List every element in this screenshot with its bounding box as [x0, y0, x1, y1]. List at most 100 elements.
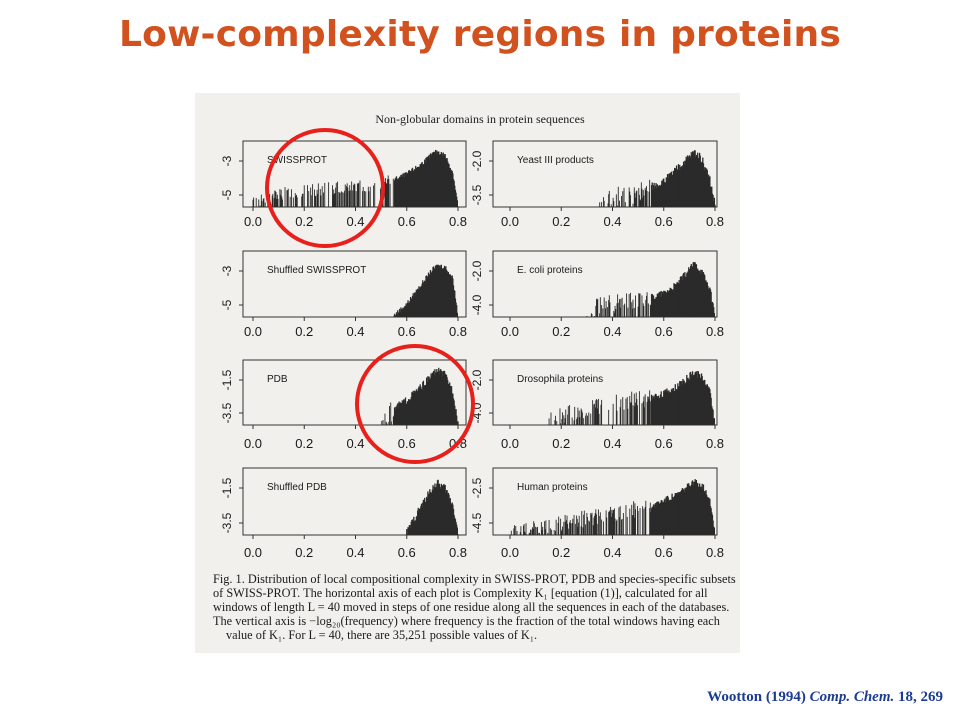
- x-tick-label: 0.6: [398, 324, 416, 339]
- panel-frame: [242, 359, 467, 426]
- panel-label: Drosophila proteins: [517, 374, 603, 385]
- y-tick-label: -4.5: [470, 512, 484, 533]
- y-tick-label: -2.5: [470, 477, 484, 498]
- x-tick-label: 0.2: [295, 436, 313, 451]
- citation-volume-pages: 18, 269: [898, 689, 943, 705]
- x-tick-label: 0.6: [655, 214, 673, 229]
- x-tick-label: 0.6: [655, 324, 673, 339]
- x-tick-label: 0.0: [501, 436, 519, 451]
- y-tick-label: -2.0: [470, 260, 484, 281]
- x-tick-label: 0.4: [603, 214, 621, 229]
- histogram-bars: [548, 371, 716, 425]
- histogram-panel: Human proteins -2.5 -4.5 0.0 0.2 0.4 0.6 0.8: [470, 467, 724, 560]
- x-tick-label: 0.2: [295, 214, 313, 229]
- x-tick-label: 0.2: [552, 214, 570, 229]
- histogram-bars: [393, 264, 459, 317]
- y-tick-label: -5: [220, 299, 234, 310]
- x-tick-label: 0.4: [603, 324, 621, 339]
- highlight-circle: [265, 128, 385, 248]
- x-tick-label: 0.4: [603, 436, 621, 451]
- panel-label: Shuffled PDB: [267, 482, 327, 493]
- x-tick-label: 0.2: [552, 436, 570, 451]
- x-tick-label: 0.6: [398, 545, 416, 560]
- histogram-bars: [510, 479, 716, 535]
- y-tick-label: -2.0: [470, 369, 484, 390]
- x-tick-label: 0.8: [706, 214, 724, 229]
- y-tick-label: -1.5: [220, 369, 234, 390]
- x-tick-label: 0.4: [346, 214, 364, 229]
- y-tick-label: -3.5: [220, 402, 234, 423]
- y-tick-label: -4.0: [470, 294, 484, 315]
- y-tick-label: -2.0: [470, 150, 484, 171]
- x-tick-label: 0.6: [398, 214, 416, 229]
- panel-label: PDB: [267, 374, 288, 385]
- x-tick-label: 0.8: [449, 214, 467, 229]
- x-tick-label: 0.6: [398, 436, 416, 451]
- x-tick-label: 0.0: [501, 214, 519, 229]
- x-tick-label: 0.4: [346, 436, 364, 451]
- panel-frame: [492, 359, 718, 426]
- histogram-panel: Shuffled SWISSPROT -3 -5 0.0 0.2 0.4 0.6 0.8: [220, 250, 467, 339]
- x-tick-label: 0.0: [244, 545, 262, 560]
- y-tick-label: -5: [220, 189, 234, 200]
- x-tick-label: 0.0: [501, 545, 519, 560]
- citation-author-year: Wootton (1994): [707, 689, 806, 705]
- highlight-circle: [355, 344, 475, 464]
- panel-frame: [242, 250, 467, 318]
- x-tick-label: 0.2: [295, 324, 313, 339]
- x-tick-label: 0.6: [655, 436, 673, 451]
- histogram-panel: Yeast III products -2.0 -3.5 0.0 0.2 0.4 0.6 0.…: [470, 140, 724, 229]
- histogram-bars: [406, 479, 459, 535]
- x-tick-label: 0.4: [603, 545, 621, 560]
- panel-label: SWISSPROT: [267, 155, 327, 166]
- histogram-bars: [586, 262, 716, 317]
- histogram-panel: E. coli proteins -2.0 -4.0 0.0 0.2 0.4 0.6 0.8: [470, 250, 724, 339]
- histogram-panel: PDB-1.5-3.50.0 0.2 0.4 0.6 0.8: [220, 359, 467, 451]
- histogram-bars: [381, 367, 459, 425]
- x-tick-label: 0.8: [449, 324, 467, 339]
- x-tick-label: 0.8: [706, 324, 724, 339]
- y-tick-label: -3: [220, 265, 234, 276]
- citation-journal: Comp. Chem.: [809, 689, 895, 705]
- caption-line: windows of length L = 40 moved in steps …: [213, 600, 729, 614]
- y-tick-label: -3.5: [470, 184, 484, 205]
- y-tick-label: -3: [220, 155, 234, 166]
- x-tick-label: 0.6: [655, 545, 673, 560]
- caption-line: Fig. 1. Distribution of local compositio…: [213, 572, 736, 586]
- panel-frame: [492, 250, 718, 318]
- x-tick-label: 0.0: [244, 436, 262, 451]
- histogram-panel: SWISSPROT -3 -5 0.0 0.2 0.4 0.6 0.8: [220, 140, 467, 229]
- x-tick-label: 0.2: [295, 545, 313, 560]
- x-tick-label: 0.2: [552, 324, 570, 339]
- panel-frame: [492, 467, 718, 536]
- figure-caption: Fig. 1. Distribution of local compositio…: [213, 572, 736, 642]
- panel-frame: [242, 467, 467, 536]
- panel-label: Shuffled SWISSPROT: [267, 265, 366, 276]
- y-tick-label: -3.5: [220, 512, 234, 533]
- histogram-panel: Drosophila proteins-2.0-4.00.0 0.2 0.4 0.6 0…: [470, 359, 724, 451]
- x-tick-label: 0.8: [706, 436, 724, 451]
- y-tick-label: -1.5: [220, 477, 234, 498]
- histogram-bars: [599, 150, 716, 207]
- caption-line: value of K₁. For L = 40, there are 35,25…: [226, 628, 537, 642]
- panel-label: Human proteins: [517, 482, 588, 493]
- x-tick-label: 0.0: [244, 324, 262, 339]
- slide-title: Low-complexity regions in proteins: [119, 14, 841, 55]
- x-tick-label: 0.4: [346, 324, 364, 339]
- x-tick-label: 0.8: [706, 545, 724, 560]
- x-tick-label: 0.2: [552, 545, 570, 560]
- panel-label: E. coli proteins: [517, 265, 583, 276]
- x-tick-label: 0.0: [501, 324, 519, 339]
- citation: Wootton (1994) Comp. Chem. 18, 269: [707, 689, 943, 706]
- x-tick-label: 0.8: [449, 545, 467, 560]
- panel-label: Yeast III products: [517, 155, 594, 166]
- caption-line: The vertical axis is −log₂₀(frequency) w…: [213, 614, 720, 628]
- x-tick-label: 0.0: [244, 214, 262, 229]
- x-tick-label: 0.4: [346, 545, 364, 560]
- caption-line: of SWISS-PROT. The horizontal axis of ea…: [213, 586, 708, 600]
- scanned-figure-background: [195, 93, 740, 653]
- histogram-panel: Shuffled PDB -1.5 -3.5 0.0 0.2 0.4 0.6 0.8: [220, 467, 467, 560]
- figure-title: Non-globular domains in protein sequence…: [375, 112, 585, 126]
- panel-frame: [492, 140, 718, 208]
